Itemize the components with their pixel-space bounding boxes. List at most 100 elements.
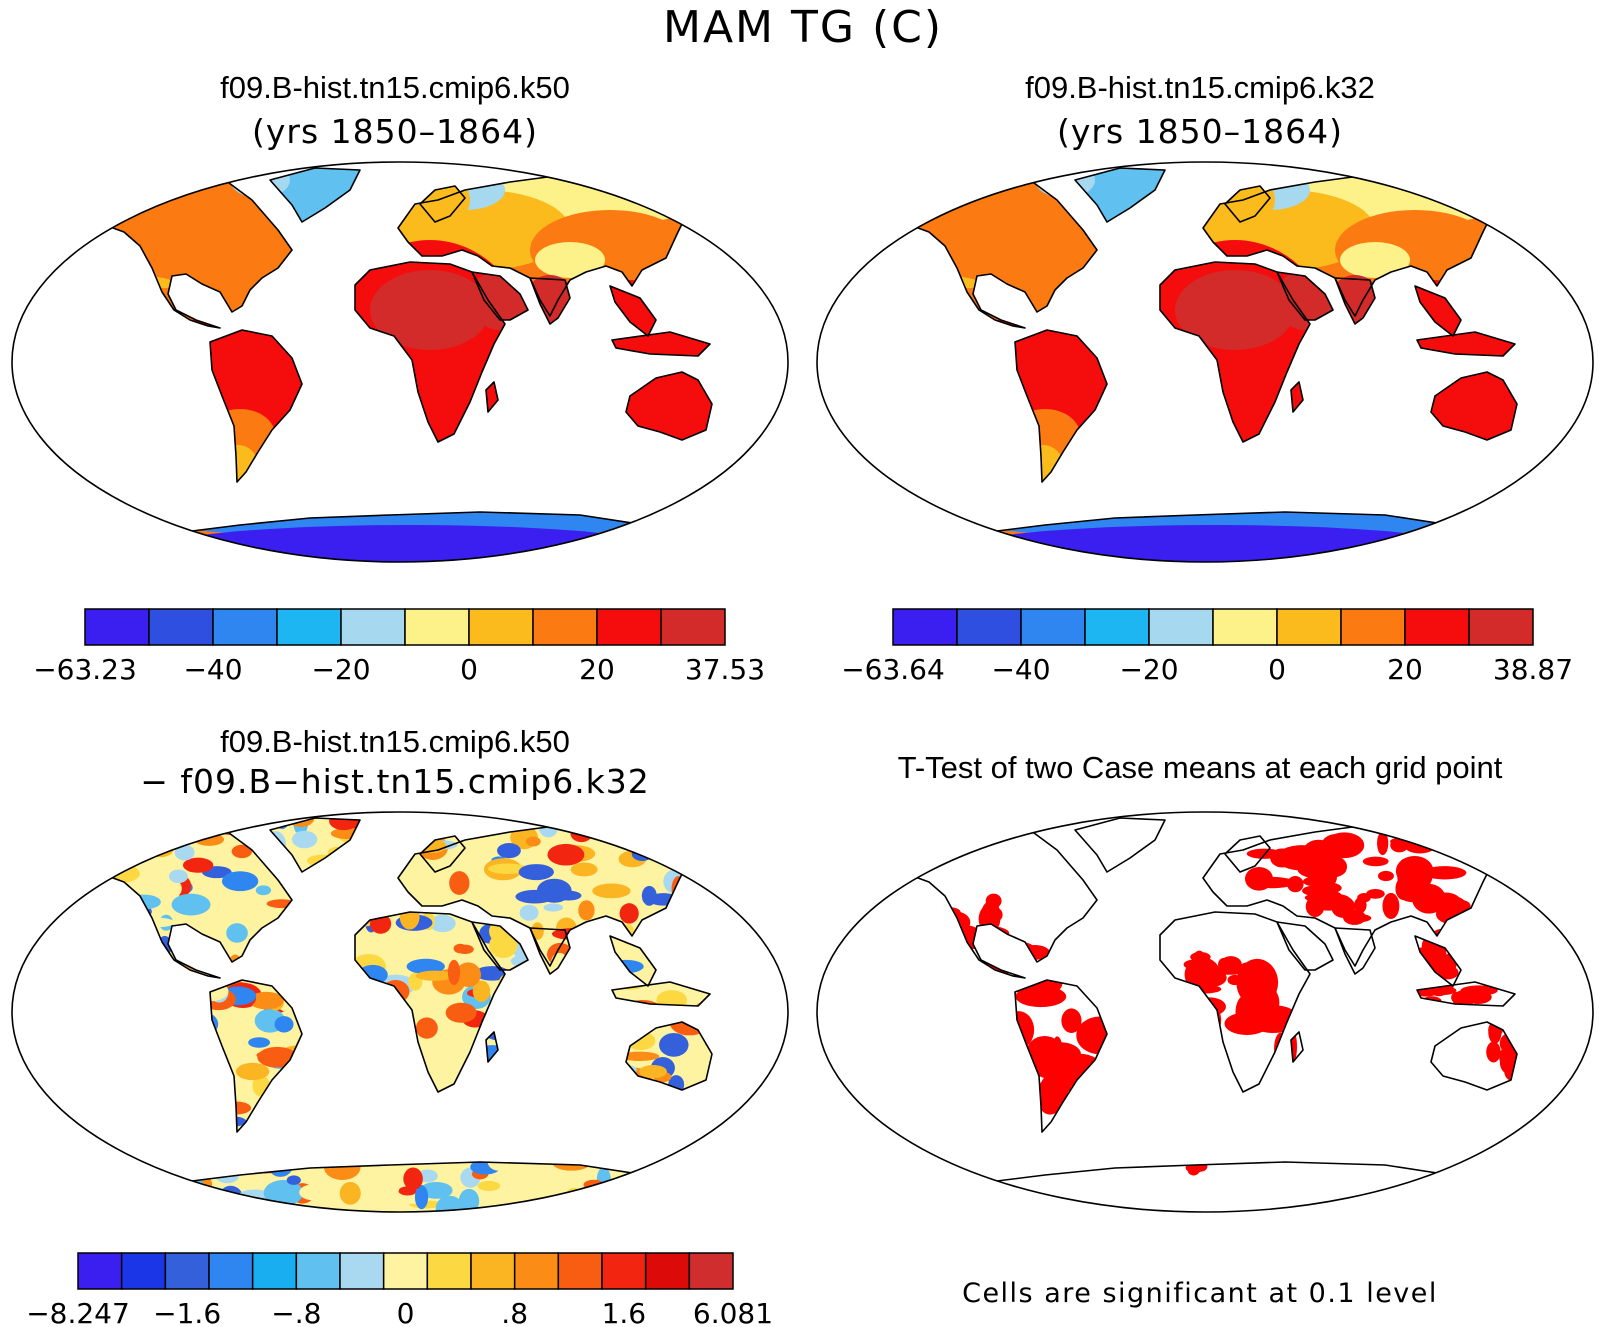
difference-field (419, 1181, 453, 1199)
difference-field (37, 865, 53, 876)
difference-field (70, 1152, 80, 1169)
difference-field (129, 818, 159, 825)
colorbar-k50: −63.23 −40 −20 0 20 37.53 (33, 608, 765, 686)
difference-field (403, 1167, 423, 1190)
temperature-field (370, 270, 490, 350)
difference-field (652, 1182, 668, 1199)
difference-field (226, 923, 248, 943)
difference-field (720, 885, 742, 899)
coastline-afr (354, 911, 506, 1093)
difference-field (291, 830, 318, 849)
difference-field (639, 1064, 667, 1079)
difference-field (37, 835, 66, 846)
difference-field (708, 1147, 712, 1173)
difference-field (286, 1175, 301, 1186)
difference-field (580, 818, 613, 829)
difference-field (429, 914, 456, 933)
significant-cells (1015, 985, 1067, 1008)
colorbar-tick-label: 6.081 (693, 1297, 773, 1327)
significant-cells (1377, 870, 1394, 882)
significant-cells (1251, 876, 1295, 889)
colorbar-swatch (1148, 608, 1214, 646)
difference-field (94, 820, 135, 841)
difference-field (571, 818, 604, 823)
significant-cells (1218, 957, 1229, 972)
temperature-field (1415, 168, 1495, 192)
map-border (11, 161, 789, 563)
colorbar-swatch (404, 608, 470, 646)
difference-field (458, 1188, 480, 1212)
colorbar-swatch (208, 1252, 254, 1290)
map-k32 (816, 161, 1594, 563)
difference-field (547, 843, 585, 866)
map-border (11, 811, 789, 1213)
coastline-ant (159, 511, 676, 562)
difference-field (592, 883, 631, 899)
colorbar-k32: −63.64 −40 −20 0 20 38.87 (841, 608, 1573, 686)
coastline-green (1074, 817, 1166, 873)
difference-field (97, 1188, 116, 1212)
difference-field (687, 1199, 708, 1212)
difference-field (168, 869, 188, 884)
difference-field (134, 1195, 155, 1212)
colorbar-swatch (251, 1252, 298, 1290)
difference-field (477, 1180, 501, 1191)
coastline-ant (964, 1161, 1481, 1212)
difference-field (212, 818, 248, 823)
difference-field (660, 1173, 681, 1185)
colorbar-swatch (77, 1252, 123, 1290)
colorbar-tick-label: 38.87 (1493, 653, 1573, 686)
coastline-sa (209, 329, 303, 483)
difference-field (171, 893, 211, 916)
colorbar-swatch (1020, 608, 1086, 646)
coastline-na (874, 175, 1098, 329)
difference-field (70, 848, 75, 863)
difference-field (565, 818, 582, 823)
colorbar-swatch (164, 1252, 210, 1290)
colorbar-swatch (382, 1252, 429, 1290)
significant-cells (1408, 867, 1433, 888)
colorbar-swatch (1212, 608, 1278, 646)
colorbar-swatch (470, 1252, 516, 1290)
coastline-green (1074, 167, 1166, 223)
difference-field (274, 1016, 294, 1033)
difference-field (93, 1187, 121, 1199)
coastline-indo (611, 331, 711, 357)
difference-field (174, 844, 195, 861)
difference-field (79, 852, 98, 871)
difference-field (70, 818, 89, 840)
colorbar-swatch (513, 1252, 560, 1290)
difference-field (118, 1175, 136, 1193)
colorbar-tick-label: −8.247 (26, 1297, 130, 1327)
significant-cells (985, 893, 1002, 909)
difference-field (177, 1188, 208, 1207)
colorbar-swatch (1404, 608, 1470, 646)
map-ttest (816, 811, 1594, 1213)
difference-field (489, 932, 518, 958)
coastline-indo (1416, 331, 1516, 357)
difference-field (88, 818, 105, 825)
coastline-scan (1224, 835, 1271, 873)
difference-field (570, 862, 598, 877)
colorbar-tick-label: 37.53 (685, 653, 765, 686)
coastline-madag (1290, 1031, 1304, 1063)
difference-field (160, 1189, 178, 1207)
significant-cells (1382, 892, 1400, 920)
difference-field (339, 1181, 361, 1205)
difference-field (40, 1197, 58, 1206)
colorbar-diff: −8.247 −1.6 −.8 0 .8 1.6 6.081 (26, 1252, 773, 1327)
significant-cells (1434, 946, 1447, 970)
difference-field (97, 1183, 127, 1202)
colorbar-swatch (468, 608, 534, 646)
difference-field (699, 854, 712, 868)
coastline-na (874, 825, 1098, 979)
significant-cells (1366, 889, 1385, 899)
difference-field (72, 1162, 97, 1185)
colorbar-swatch (956, 608, 1022, 646)
difference-field (166, 1201, 190, 1212)
difference-field (739, 1109, 754, 1120)
difference-field (299, 1184, 326, 1201)
difference-field (445, 1002, 477, 1023)
colorbar-tick-label: 1.6 (602, 1297, 647, 1327)
colorbar-tick-label: −40 (183, 653, 242, 686)
